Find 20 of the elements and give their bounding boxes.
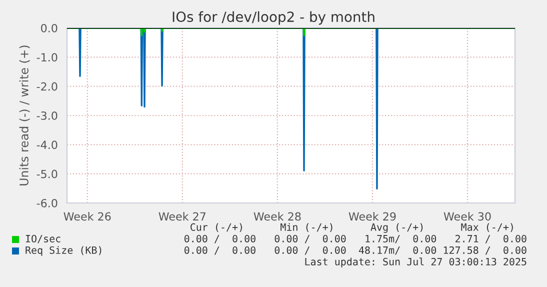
legend-label: Req Size (KB): [26, 246, 102, 256]
x-tick-label: Week 28: [254, 212, 301, 221]
legend-label: IO/sec: [26, 234, 60, 244]
text: Last update: Sun Jul 27 03:00:13 2025: [305, 258, 526, 268]
x-tick-label: Week 30: [444, 212, 491, 221]
y-tick-label: -4.0: [36, 140, 58, 150]
x-tick-label: Week 27: [158, 212, 206, 221]
x-tick-label: Week 29: [348, 212, 396, 221]
text: 0.00 / 0.00 0.00 / 0.00 48.17m/ 0.00 127.58 / 0.00: [184, 246, 526, 255]
y-tick-label: -5.0: [36, 170, 58, 178]
y-tick-label: 0.0: [41, 24, 58, 32]
text: 0.00 / 0.00 0.00 / 0.00 1.75m/ 0.00 2.71 / 0.00: [184, 234, 526, 244]
chart-title: IOs for /dev/loop2 - by month: [172, 11, 374, 25]
y-tick-label: -1.0: [36, 53, 58, 62]
x-tick-label: Week 26: [64, 212, 111, 221]
text: Cur (-/+) Min (-/+) Avg (-/+) Max (-/+): [190, 223, 513, 233]
y-tick-label: -6.0: [36, 198, 58, 208]
y-tick-label: -2.0: [36, 82, 58, 91]
y-tick-label: -3.0: [36, 111, 58, 120]
y-axis-title: Units read (-) / write (+): [19, 46, 30, 186]
